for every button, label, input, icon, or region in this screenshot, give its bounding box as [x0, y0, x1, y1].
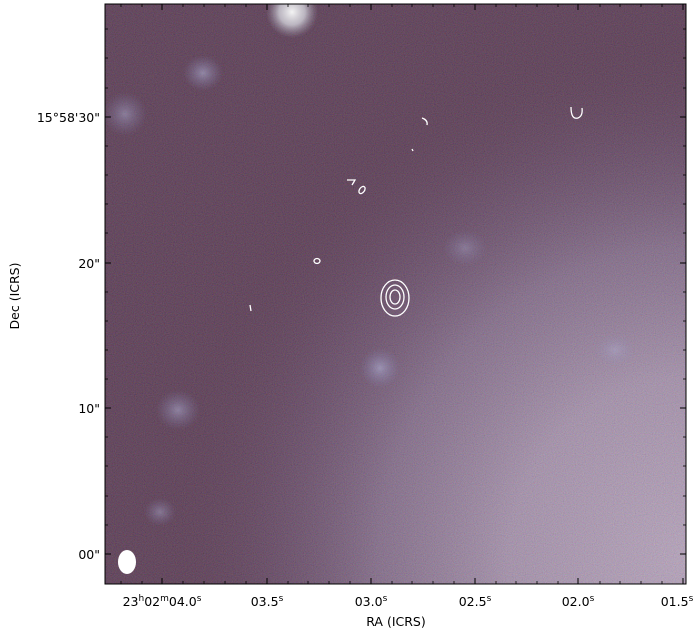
- y-tick-label: 20": [78, 256, 100, 271]
- radio-contours: [249, 106, 583, 317]
- y-tick-label: 00": [78, 547, 100, 562]
- x-tick-label: 02.0s: [562, 594, 595, 609]
- faint-source: [595, 334, 635, 366]
- faint-source: [360, 348, 400, 388]
- faint-source: [144, 498, 176, 526]
- x-tick-label: 03.5s: [251, 594, 284, 609]
- faint-source: [105, 92, 147, 136]
- faint-source: [443, 230, 487, 266]
- y-axis-title: Dec (ICRS): [7, 263, 22, 330]
- x-tick-label: 02.5s: [459, 594, 492, 609]
- y-tick-label: 10": [78, 401, 100, 416]
- faint-source: [183, 55, 223, 91]
- beam-ellipse: [118, 550, 136, 574]
- faint-source: [156, 390, 200, 430]
- axis-ticks: [105, 4, 686, 584]
- x-axis-title: RA (ICRS): [366, 614, 426, 629]
- plot-frame: [104, 3, 687, 585]
- x-tick-label: 23h02m04.0s: [123, 594, 202, 609]
- y-tick-label: 15°58'30": [37, 110, 100, 125]
- star-top: [266, 4, 318, 38]
- x-tick-label: 01.5s: [661, 594, 694, 609]
- axis-minor-ticks: [105, 4, 686, 584]
- sky-image: [105, 4, 686, 584]
- x-tick-label: 03.0s: [355, 594, 388, 609]
